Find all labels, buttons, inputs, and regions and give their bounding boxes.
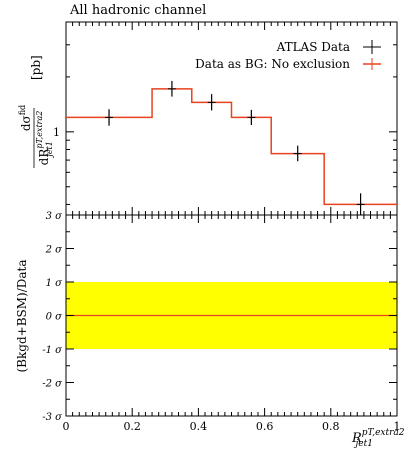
ylabel-denominator-sub: jet1: [45, 141, 54, 159]
ratio-plot-panel: 3 σ 2 σ 1 σ 0 σ -1 σ -2 σ -3 σ 0 0.2 0.4 0.6 0.8 1 …: [15, 211, 405, 449]
xlabel-sub: jet1: [354, 439, 373, 449]
svg-text:dσfid: dσfid: [18, 105, 33, 131]
x-tick-label: 0.6: [256, 420, 274, 433]
ratio-y-axis-label: (Bkgd+BSM)/Data: [15, 260, 29, 373]
xlabel-r: R: [351, 431, 362, 446]
main-y-axis-ticks: 1: [53, 21, 398, 215]
main-plot-panel: 1 ATLAS Data Data as BG: No exclusion dσ…: [18, 21, 398, 216]
ratio-y-tick-label: 2 σ: [45, 245, 64, 256]
main-y-axis-label: dσfid dRpT,extra2jet1 [pb]: [18, 55, 54, 168]
ratio-y-axis-ticks: 3 σ 2 σ 1 σ 0 σ -1 σ -2 σ -3 σ: [42, 211, 397, 423]
ratio-y-tick-label: 1 σ: [46, 278, 64, 289]
ylabel-denominator-dR: dR: [37, 148, 51, 166]
legend: ATLAS Data Data as BG: No exclusion: [195, 40, 381, 71]
ylabel-numerator-d: d: [19, 123, 33, 131]
ylabel-numerator-fid: fid: [18, 105, 27, 115]
x-tick-label: 0: [63, 420, 70, 433]
ylabel-unit: [pb]: [29, 55, 43, 80]
legend-label-atlas-data: ATLAS Data: [276, 40, 350, 54]
legend-label-prediction: Data as BG: No exclusion: [195, 57, 350, 71]
ratio-y-tick-label: -3 σ: [42, 412, 63, 423]
ratio-y-tick-label: -2 σ: [42, 379, 63, 390]
x-axis-ticks: 0 0.2 0.4 0.6 0.8 1: [63, 215, 401, 433]
ratio-y-tick-label: -1 σ: [42, 345, 63, 356]
x-axis-label: RpT,extra2 jet1: [351, 428, 405, 449]
svg-text:dRpT,extra2jet1: dRpT,extra2jet1: [35, 111, 54, 166]
x-tick-label: 0.8: [322, 420, 340, 433]
svg-text:RpT,extra2jet1: RpT,extra2 jet1: [351, 428, 405, 449]
ratio-y-tick-label: 0 σ: [46, 312, 64, 323]
ylabel-numerator-sigma: σ: [19, 115, 33, 123]
ylabel-denominator-sup: pT,extra2: [35, 111, 44, 149]
x-tick-label: 1: [394, 420, 401, 433]
prediction-histogram: [66, 88, 397, 206]
x-tick-label: 0.4: [190, 420, 208, 433]
x-tick-label: 0.2: [123, 420, 141, 433]
chart-title: All hadronic channel: [69, 3, 206, 18]
xlabel-sup: pT,extra2: [362, 428, 405, 438]
ratio-y-tick-label: 3 σ: [46, 211, 64, 222]
data-points: [105, 80, 365, 215]
prediction-histogram-line: [66, 88, 397, 206]
main-y-tick-label: 1: [53, 126, 60, 139]
